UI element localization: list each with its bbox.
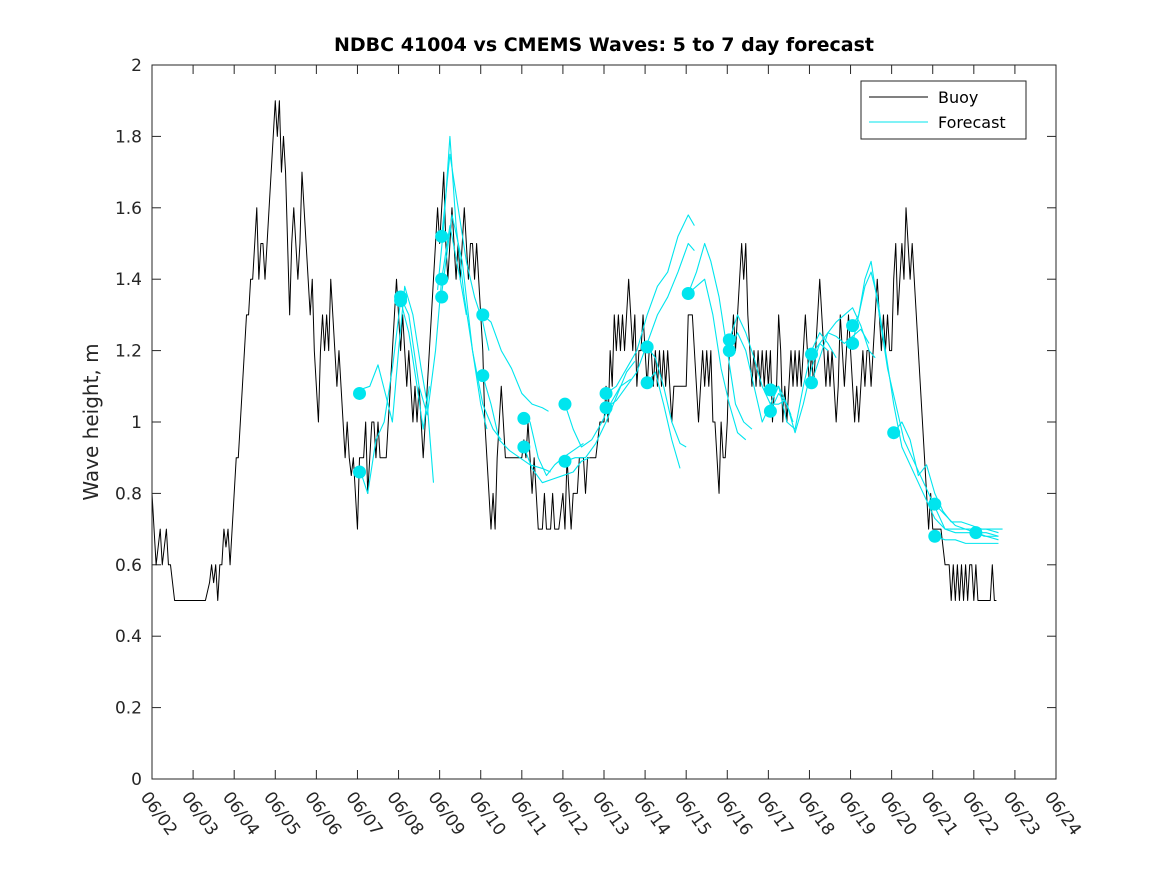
forecast-marker bbox=[435, 229, 449, 243]
forecast-marker bbox=[722, 333, 736, 347]
forecast-marker bbox=[763, 404, 777, 418]
y-tick-label: 0.2 bbox=[115, 699, 142, 719]
forecast-line bbox=[400, 225, 467, 416]
forecast-marker bbox=[640, 376, 654, 390]
forecast-marker bbox=[353, 386, 367, 400]
forecast-line bbox=[646, 346, 687, 448]
forecast-marker bbox=[928, 529, 942, 543]
legend-buoy-label: Buoy bbox=[938, 88, 978, 107]
forecast-marker bbox=[394, 294, 408, 308]
forecast-markers bbox=[353, 229, 983, 543]
legend-box bbox=[860, 80, 1027, 140]
forecast-marker bbox=[435, 290, 449, 304]
forecast-marker bbox=[599, 401, 613, 415]
forecast-marker bbox=[846, 336, 860, 350]
forecast-line bbox=[482, 375, 551, 473]
forecast-line bbox=[359, 285, 435, 483]
y-tick-label: 0.6 bbox=[115, 556, 142, 576]
forecast-marker bbox=[887, 426, 901, 440]
forecast-line bbox=[728, 332, 794, 423]
forecast-line bbox=[687, 242, 753, 430]
forecast-marker bbox=[558, 397, 572, 411]
forecast-marker bbox=[353, 465, 367, 479]
forecast-line bbox=[441, 214, 502, 441]
forecast-marker bbox=[476, 308, 490, 322]
y-axis-label: Wave height, m bbox=[79, 343, 103, 500]
forecast-line bbox=[564, 378, 632, 448]
y-tick-label: 0.4 bbox=[115, 627, 142, 647]
forecast-line bbox=[605, 242, 695, 409]
forecast-line bbox=[646, 371, 681, 469]
forecast-marker bbox=[476, 369, 490, 383]
forecast-marker bbox=[640, 340, 654, 354]
y-tick-label: 1 bbox=[131, 413, 142, 433]
buoy-line bbox=[151, 100, 997, 601]
forecast-marker bbox=[846, 319, 860, 333]
forecast-marker bbox=[969, 526, 983, 540]
forecast-line bbox=[934, 535, 999, 544]
y-tick-label: 1.8 bbox=[115, 127, 142, 147]
forecast-marker bbox=[517, 411, 531, 425]
legend-forecast-label: Forecast bbox=[938, 113, 1006, 132]
forecast-marker bbox=[805, 347, 819, 361]
forecast-line bbox=[811, 307, 876, 359]
buoy-series bbox=[151, 100, 997, 601]
forecast-marker bbox=[805, 376, 819, 390]
y-tick-labels: 0 0.2 0.4 0.6 0.8 1 1.2 1.4 1.6 1.8 2 bbox=[115, 56, 142, 790]
y-tick-label: 1.4 bbox=[115, 270, 142, 290]
y-tick-label: 2 bbox=[131, 56, 142, 76]
plot-frame bbox=[151, 64, 1057, 780]
forecast-line bbox=[564, 360, 636, 462]
forecast-line bbox=[441, 153, 490, 351]
y-tick-label: 0.8 bbox=[115, 484, 142, 504]
forecast-line bbox=[687, 278, 747, 441]
forecast-line bbox=[852, 260, 999, 534]
forecast-marker bbox=[435, 272, 449, 286]
forecast-line bbox=[852, 271, 999, 537]
forecast-line bbox=[358, 300, 430, 494]
forecast-marker bbox=[599, 386, 613, 400]
forecast-marker bbox=[722, 344, 736, 358]
forecast-line bbox=[482, 314, 549, 412]
forecast-marker bbox=[928, 497, 942, 511]
forecast-line bbox=[810, 328, 870, 383]
forecast-marker bbox=[763, 383, 777, 397]
forecast-marker bbox=[558, 454, 572, 468]
forecast-line bbox=[769, 342, 829, 434]
forecast-marker bbox=[517, 440, 531, 454]
forecast-series bbox=[358, 135, 1003, 544]
forecast-line bbox=[893, 421, 1003, 530]
y-tick-label: 1.2 bbox=[115, 342, 142, 362]
chart-title: NDBC 41004 vs CMEMS Waves: 5 to 7 day fo… bbox=[334, 34, 874, 56]
y-tick-label: 0 bbox=[131, 770, 142, 790]
forecast-line bbox=[523, 446, 590, 484]
forecast-line bbox=[523, 417, 584, 477]
forecast-line bbox=[605, 214, 695, 394]
legend: Buoy Forecast bbox=[860, 80, 1027, 140]
y-tick-label: 1.6 bbox=[115, 199, 142, 219]
forecast-marker bbox=[681, 286, 695, 300]
